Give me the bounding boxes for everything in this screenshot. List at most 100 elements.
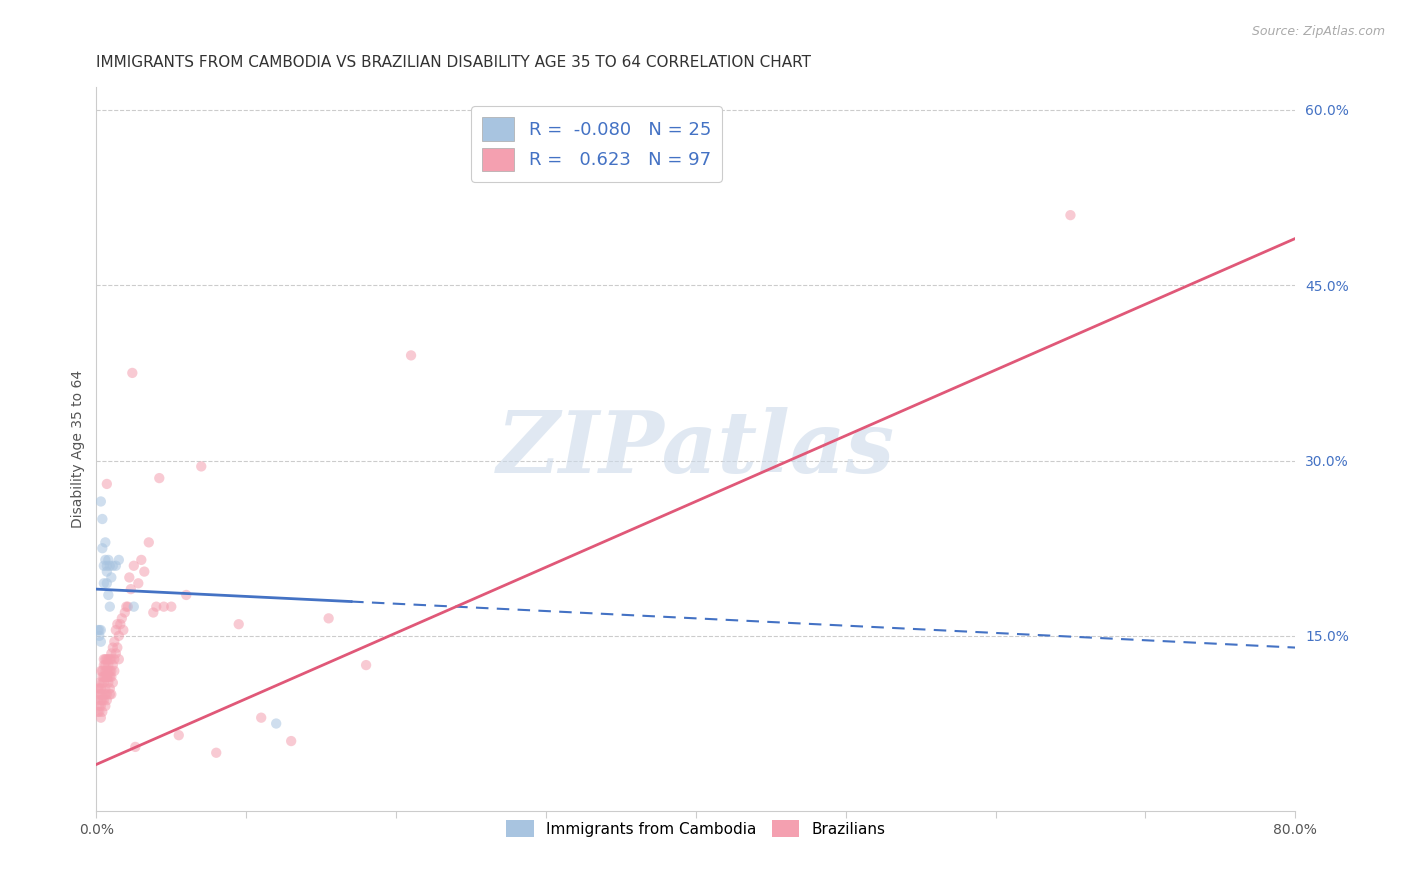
Point bbox=[91, 675, 114, 690]
Point bbox=[100, 664, 122, 678]
Text: ZIPatlas: ZIPatlas bbox=[496, 407, 894, 491]
Point bbox=[93, 693, 115, 707]
Point bbox=[97, 553, 120, 567]
Point bbox=[89, 687, 111, 701]
Point bbox=[142, 606, 165, 620]
Point bbox=[98, 681, 121, 696]
Point bbox=[94, 652, 117, 666]
Point bbox=[103, 634, 125, 648]
Point bbox=[91, 541, 114, 556]
Point bbox=[93, 576, 115, 591]
Point bbox=[93, 670, 115, 684]
Point bbox=[114, 606, 136, 620]
Point bbox=[93, 658, 115, 673]
Text: Source: ZipAtlas.com: Source: ZipAtlas.com bbox=[1251, 25, 1385, 38]
Point bbox=[121, 366, 143, 380]
Point bbox=[100, 687, 122, 701]
Legend: Immigrants from Cambodia, Brazilians: Immigrants from Cambodia, Brazilians bbox=[501, 814, 891, 844]
Point bbox=[90, 687, 112, 701]
Point bbox=[105, 640, 128, 655]
Point bbox=[100, 670, 122, 684]
Point bbox=[97, 664, 120, 678]
Point bbox=[100, 647, 122, 661]
Point bbox=[94, 535, 117, 549]
Point bbox=[94, 698, 117, 713]
Point bbox=[96, 693, 118, 707]
Point bbox=[117, 599, 139, 614]
Point bbox=[90, 623, 112, 637]
Point bbox=[96, 565, 118, 579]
Point bbox=[111, 611, 134, 625]
Point bbox=[104, 647, 127, 661]
Point bbox=[98, 670, 121, 684]
Point bbox=[104, 623, 127, 637]
Point bbox=[90, 681, 112, 696]
Point bbox=[108, 652, 131, 666]
Point bbox=[87, 705, 110, 719]
Point bbox=[90, 698, 112, 713]
Point bbox=[90, 664, 112, 678]
Point bbox=[94, 687, 117, 701]
Point bbox=[87, 681, 110, 696]
Point bbox=[89, 623, 111, 637]
Point bbox=[98, 664, 121, 678]
Point bbox=[152, 599, 174, 614]
Point bbox=[96, 670, 118, 684]
Point bbox=[105, 617, 128, 632]
Point bbox=[97, 670, 120, 684]
Point bbox=[100, 570, 122, 584]
Point bbox=[96, 576, 118, 591]
Point bbox=[90, 693, 112, 707]
Point bbox=[103, 652, 125, 666]
Point bbox=[94, 658, 117, 673]
Point bbox=[97, 588, 120, 602]
Point bbox=[87, 623, 110, 637]
Text: IMMIGRANTS FROM CAMBODIA VS BRAZILIAN DISABILITY AGE 35 TO 64 CORRELATION CHART: IMMIGRANTS FROM CAMBODIA VS BRAZILIAN DI… bbox=[97, 55, 811, 70]
Point bbox=[96, 558, 118, 573]
Point bbox=[134, 565, 156, 579]
Point bbox=[190, 459, 212, 474]
Y-axis label: Disability Age 35 to 64: Disability Age 35 to 64 bbox=[72, 370, 86, 528]
Point bbox=[93, 558, 115, 573]
Point bbox=[96, 652, 118, 666]
Point bbox=[124, 739, 146, 754]
Point bbox=[94, 664, 117, 678]
Point bbox=[120, 582, 142, 596]
Point bbox=[97, 652, 120, 666]
Point bbox=[101, 658, 124, 673]
Point bbox=[90, 494, 112, 508]
Point bbox=[174, 588, 197, 602]
Point bbox=[122, 558, 145, 573]
Point bbox=[96, 664, 118, 678]
Point bbox=[399, 348, 422, 362]
Point bbox=[167, 728, 190, 742]
Point bbox=[138, 535, 160, 549]
Point bbox=[160, 599, 183, 614]
Point bbox=[280, 734, 302, 748]
Point bbox=[100, 652, 122, 666]
Point bbox=[89, 705, 111, 719]
Point bbox=[101, 675, 124, 690]
Point bbox=[91, 670, 114, 684]
Point bbox=[108, 553, 131, 567]
Point bbox=[90, 711, 112, 725]
Point bbox=[205, 746, 228, 760]
Point bbox=[108, 629, 131, 643]
Point bbox=[131, 553, 153, 567]
Point bbox=[354, 658, 377, 673]
Point bbox=[101, 558, 124, 573]
Point bbox=[93, 675, 115, 690]
Point bbox=[118, 570, 141, 584]
Point bbox=[89, 681, 111, 696]
Point bbox=[94, 681, 117, 696]
Point bbox=[91, 705, 114, 719]
Point bbox=[89, 675, 111, 690]
Point bbox=[101, 640, 124, 655]
Point bbox=[98, 599, 121, 614]
Point bbox=[87, 693, 110, 707]
Point bbox=[97, 675, 120, 690]
Point bbox=[148, 471, 170, 485]
Point bbox=[93, 652, 115, 666]
Point bbox=[1059, 208, 1081, 222]
Point bbox=[91, 664, 114, 678]
